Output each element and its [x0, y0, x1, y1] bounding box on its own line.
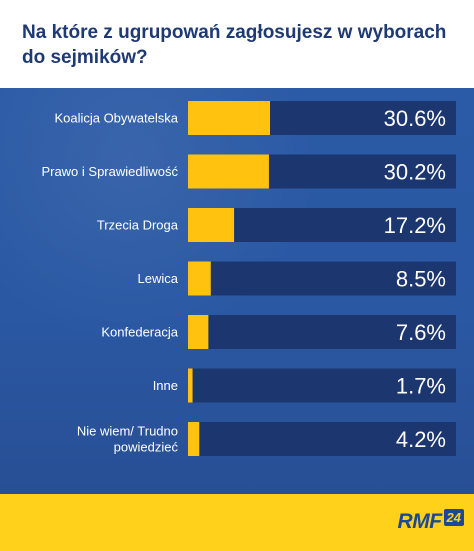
bar-track — [188, 261, 456, 296]
category-label: Trzecia Droga — [97, 218, 179, 233]
bar — [188, 154, 269, 189]
logo-text: RMF — [397, 510, 443, 533]
value-label: 1.7% — [396, 374, 446, 399]
value-label: 30.2% — [384, 160, 446, 185]
rmf24-logo: RMF 24 — [398, 508, 464, 536]
footer-band: RMF 24 — [0, 494, 474, 551]
bar-chart: Koalicja Obywatelska 30.6% Prawo i Sprawie… — [41, 101, 456, 456]
bar-track — [188, 315, 456, 349]
bar — [188, 368, 193, 403]
bar-track — [188, 422, 456, 456]
value-label: 30.6% — [384, 106, 446, 131]
bar — [188, 101, 271, 135]
category-label: Inne — [153, 378, 178, 393]
category-label: Konfederacja — [101, 325, 178, 340]
header: Na które z ugrupowań zagłosujesz w wybor… — [0, 0, 474, 88]
bar-track — [188, 368, 456, 403]
category-label: Prawo i Sprawiedliwość — [41, 164, 178, 179]
bar — [188, 261, 211, 296]
chart-panel: Koalicja Obywatelska 30.6% Prawo i Sprawie… — [0, 88, 474, 494]
value-label: 8.5% — [396, 267, 446, 292]
value-label: 4.2% — [396, 427, 446, 452]
category-label: Nie wiem/ Trudno powiedzieć — [77, 424, 179, 455]
value-label: 17.2% — [384, 213, 446, 238]
chart-title: Na które z ugrupowań zagłosujesz w wybor… — [22, 22, 447, 68]
bar — [188, 315, 209, 349]
category-label: Koalicja Obywatelska — [54, 111, 178, 126]
bar — [188, 208, 235, 242]
category-label: Lewica — [138, 271, 179, 286]
logo-number: 24 — [443, 508, 464, 526]
bar — [188, 422, 200, 456]
value-label: 7.6% — [396, 320, 446, 345]
